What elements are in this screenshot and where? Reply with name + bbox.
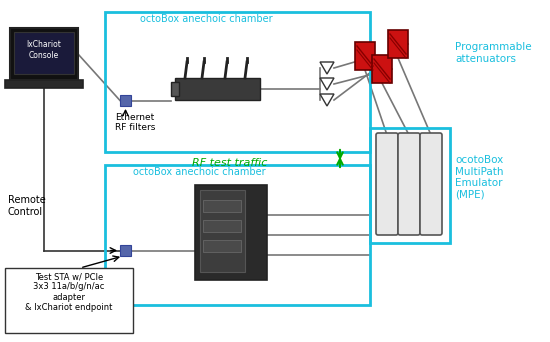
Bar: [355, 42, 375, 70]
Bar: [372, 55, 392, 83]
FancyBboxPatch shape: [420, 133, 442, 235]
Bar: [120, 95, 131, 106]
FancyBboxPatch shape: [398, 133, 420, 235]
Bar: [5, 268, 133, 333]
Polygon shape: [320, 78, 334, 90]
Bar: [203, 240, 241, 252]
Text: ocotoBox
MultiPath
Emulator
(MPE): ocotoBox MultiPath Emulator (MPE): [455, 155, 503, 200]
Text: Test STA w/ PCIe
3x3 11a/b/g/n/ac
adapter
& IxChariot endpoint: Test STA w/ PCIe 3x3 11a/b/g/n/ac adapte…: [25, 272, 113, 312]
FancyBboxPatch shape: [376, 133, 398, 235]
Text: Programmable
attenuators: Programmable attenuators: [455, 42, 532, 64]
Polygon shape: [320, 94, 334, 106]
Text: octoBox anechoic chamber: octoBox anechoic chamber: [133, 167, 266, 177]
Bar: [370, 128, 450, 243]
Bar: [203, 220, 241, 232]
Bar: [5, 80, 83, 88]
Bar: [10, 28, 78, 80]
Bar: [105, 12, 370, 152]
Bar: [200, 190, 245, 272]
Bar: [120, 245, 131, 256]
Bar: [171, 82, 179, 96]
Bar: [195, 185, 267, 280]
Bar: [105, 165, 370, 305]
Text: RF test traffic: RF test traffic: [192, 158, 268, 168]
Bar: [388, 30, 408, 58]
Text: Remote
Control: Remote Control: [8, 195, 46, 216]
Text: Ethernet
RF filters: Ethernet RF filters: [115, 113, 155, 132]
Bar: [203, 200, 241, 212]
Bar: [175, 78, 260, 100]
Text: octoBox anechoic chamber: octoBox anechoic chamber: [140, 14, 273, 24]
Text: IxChariot
Console: IxChariot Console: [26, 40, 62, 60]
Polygon shape: [320, 62, 334, 74]
Bar: [14, 32, 74, 74]
